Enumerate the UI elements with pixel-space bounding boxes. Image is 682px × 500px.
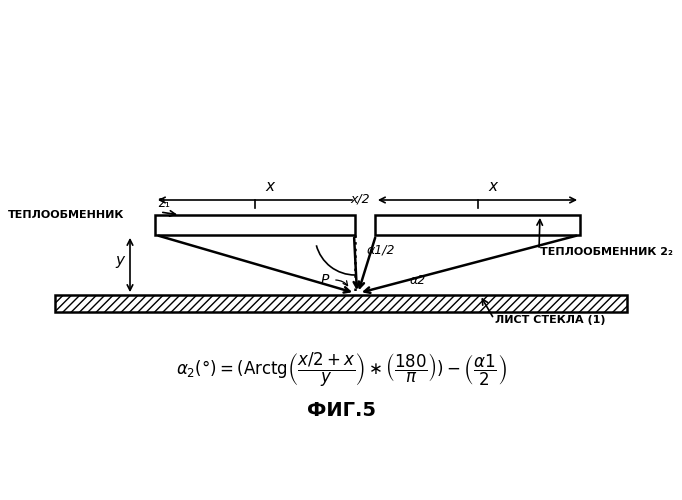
Text: $\alpha_2(°) = \mathrm{(Arctg}\left(\dfrac{x/2+x}{y}\right)\ast\left(\dfrac{180}: $\alpha_2(°) = \mathrm{(Arctg}\left(\dfr… bbox=[175, 351, 507, 389]
Text: α1/2: α1/2 bbox=[367, 244, 396, 256]
Text: ТЕПЛООБМЕННИК: ТЕПЛООБМЕННИК bbox=[8, 210, 124, 220]
Text: x: x bbox=[488, 179, 497, 194]
Text: y: y bbox=[115, 252, 125, 268]
Text: 2₁: 2₁ bbox=[157, 197, 170, 210]
Bar bbox=[55, 295, 627, 312]
Text: x/2: x/2 bbox=[350, 192, 370, 205]
Text: α2: α2 bbox=[410, 274, 426, 286]
Text: P: P bbox=[321, 273, 329, 287]
Text: ЛИСТ СТЕКЛА (1): ЛИСТ СТЕКЛА (1) bbox=[495, 315, 606, 325]
Text: ТЕПЛООБМЕННИК 2₂: ТЕПЛООБМЕННИК 2₂ bbox=[540, 247, 673, 257]
Text: ФИГ.5: ФИГ.5 bbox=[306, 400, 376, 419]
Bar bbox=[375, 215, 580, 235]
Text: x: x bbox=[265, 179, 274, 194]
Bar bbox=[155, 215, 355, 235]
